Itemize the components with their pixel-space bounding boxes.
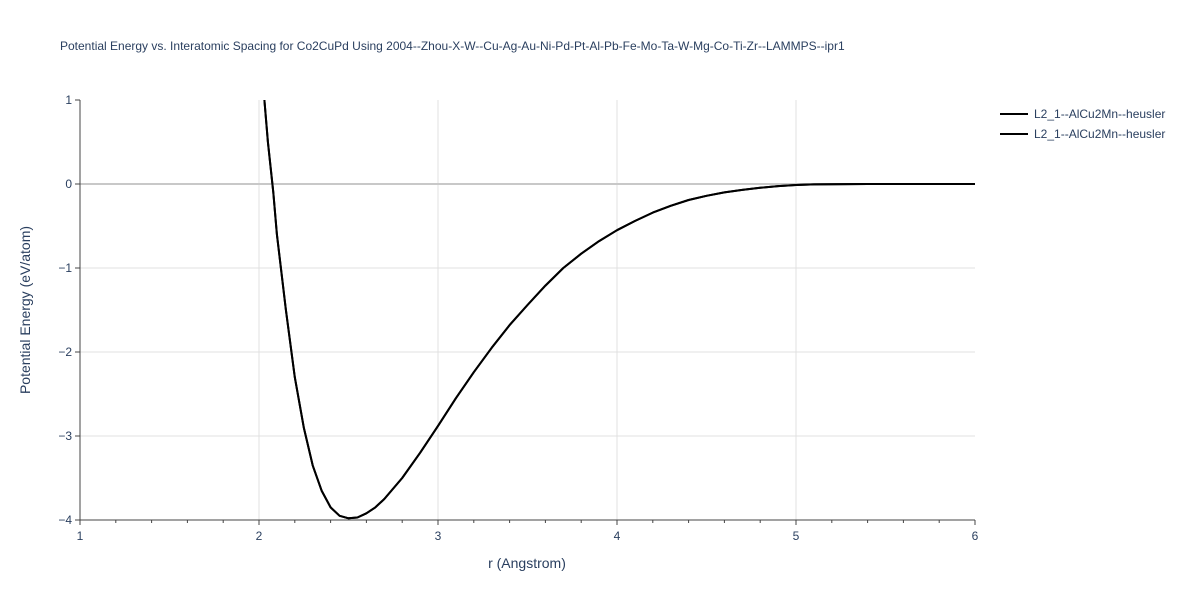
x-tick-label: 5 [793, 529, 800, 543]
axes [79, 100, 975, 521]
x-gridlines [258, 100, 797, 520]
legend-item-2[interactable]: L2_1--AlCu2Mn--heusler [1000, 127, 1165, 141]
y-tick-label: −2 [58, 345, 72, 359]
x-tick-label: 2 [256, 529, 263, 543]
legend-label: L2_1--AlCu2Mn--heusler [1034, 107, 1165, 121]
x-tick-label: 6 [972, 529, 979, 543]
series-line-1 [263, 100, 975, 520]
x-tick-label: 3 [435, 529, 442, 543]
y-gridlines [80, 267, 975, 437]
x-axis-title: r (Angstrom) [488, 555, 566, 571]
x-tick-label: 4 [614, 529, 621, 543]
y-axis-title: Potential Energy (eV/atom) [17, 226, 33, 394]
y-tick-label: 1 [65, 93, 72, 107]
y-tick-label: −3 [58, 429, 72, 443]
x-axis-ticks: 1 2 3 4 5 6 [77, 520, 979, 543]
x-tick-label: 1 [77, 529, 84, 543]
y-tick-label: −4 [58, 513, 72, 527]
legend-label: L2_1--AlCu2Mn--heusler [1034, 127, 1165, 141]
y-axis-ticks: 1 0 −1 −2 −3 −4 [58, 93, 80, 527]
series-lines [263, 100, 975, 520]
series-line-2 [263, 100, 975, 520]
y-tick-label: −1 [58, 261, 72, 275]
legend-item-1[interactable]: L2_1--AlCu2Mn--heusler [1000, 107, 1165, 121]
y-tick-label: 0 [65, 177, 72, 191]
legend[interactable]: L2_1--AlCu2Mn--heusler L2_1--AlCu2Mn--heu… [1000, 107, 1165, 141]
chart-title: Potential Energy vs. Interatomic Spacing… [60, 39, 845, 53]
